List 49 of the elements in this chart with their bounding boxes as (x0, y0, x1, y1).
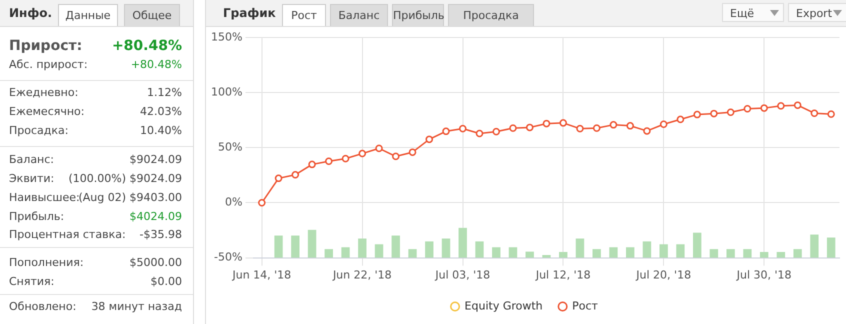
text: 10.40% (140, 124, 182, 137)
text: 38 минут назад (91, 300, 182, 313)
x-tick-label: Jul 03, '18 (434, 268, 490, 282)
text: Данные (58, 4, 118, 26)
text: Наивысшее: (9, 191, 80, 204)
text: Инфо. (9, 6, 52, 20)
x-tick-label: Jul 30, '18 (736, 268, 792, 282)
text: Прибыль (392, 4, 444, 26)
y-tick-label: 0% (224, 196, 242, 209)
text: Общее (124, 4, 180, 26)
text: $5000.00 (130, 256, 182, 269)
legend-label: Equity Growth (464, 299, 543, 312)
text: Ещё (730, 6, 754, 22)
text: Рост (282, 4, 326, 26)
text: Эквити: (9, 172, 54, 185)
text: Ежемесячно: (9, 105, 84, 118)
text: (100.00%) $9024.09 (68, 172, 182, 185)
text: Снятия: (9, 275, 54, 288)
y-tick-label: 50% (218, 140, 242, 154)
text: Export (796, 6, 832, 22)
legend-label: Рост (572, 299, 599, 312)
text: $9024.09 (130, 153, 182, 166)
text: (Aug 02) $9403.00 (78, 191, 182, 204)
text: -$35.98 (140, 228, 182, 241)
text: $0.00 (150, 275, 182, 288)
text: +80.48% (130, 58, 182, 71)
text: Прибыль: (9, 210, 64, 223)
chart-title: График (223, 6, 276, 20)
x-tick-label: Jun 14, '18 (231, 268, 292, 282)
x-tick-label: Jul 20, '18 (635, 268, 692, 282)
text: Баланс: (9, 153, 54, 166)
y-tick-label: 100% (210, 86, 242, 99)
y-tick-label: -50% (214, 250, 242, 264)
text: Обновлено: (9, 300, 76, 313)
text: Абс. прирост: (9, 58, 88, 71)
y-tick-label: 150% (210, 30, 242, 44)
text: Пополнения: (9, 256, 84, 269)
text: $4024.09 (130, 210, 182, 223)
text: 42.03% (140, 105, 182, 118)
x-tick-label: Jun 22, '18 (332, 268, 392, 282)
x-tick-label: Jul 12, '18 (534, 268, 591, 282)
text: Просадка: (9, 124, 68, 137)
text: Процентная ставка: (9, 228, 126, 241)
text: Прирост: (9, 38, 82, 54)
text: Ежедневно: (9, 86, 78, 99)
text: Просадка (448, 4, 534, 26)
text: Баланс (330, 4, 388, 26)
text: +80.48% (112, 38, 182, 54)
text: 1.12% (147, 86, 182, 99)
